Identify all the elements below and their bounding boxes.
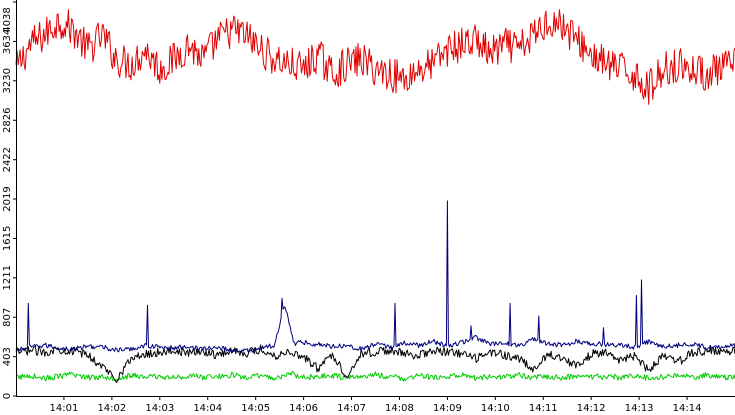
x-tick-label: 14:13: [625, 403, 654, 414]
x-tick-label: 14:09: [433, 403, 462, 414]
y-tick-label: 1615: [2, 226, 13, 251]
y-tick-label: 2826: [2, 108, 13, 133]
series-line-1: [15, 200, 735, 353]
y-tick-label: 4038: [2, 7, 13, 32]
y-tick-label: 1211: [2, 265, 13, 290]
y-tick-label: 2422: [2, 147, 13, 172]
x-tick-label: 14:03: [145, 403, 174, 414]
x-tick-label: 14:08: [385, 403, 414, 414]
x-tick-label: 14:10: [481, 403, 510, 414]
y-tick-label: 807: [2, 308, 13, 327]
x-tick-label: 14:04: [193, 403, 222, 414]
x-tick-label: 14:11: [529, 403, 558, 414]
x-tick-label: 14:14: [673, 403, 702, 414]
y-tick-label: 2019: [2, 186, 13, 211]
x-tick-label: 14:06: [289, 403, 318, 414]
y-tick-label: 3230: [2, 68, 13, 93]
series-line-3: [15, 371, 735, 382]
x-tick-label: 14:12: [577, 403, 606, 414]
y-tick-label: 3634: [2, 29, 13, 54]
x-tick-label: 14:02: [97, 403, 126, 414]
y-tick-label: 0: [2, 393, 13, 399]
x-tick-label: 14:01: [50, 403, 79, 414]
series-line-0: [15, 9, 735, 105]
x-tick-label: 14:05: [241, 403, 270, 414]
series-line-2: [15, 344, 735, 384]
y-tick-label: 403: [2, 347, 13, 366]
x-tick-label: 14:07: [337, 403, 366, 414]
series-layer: [15, 9, 735, 384]
